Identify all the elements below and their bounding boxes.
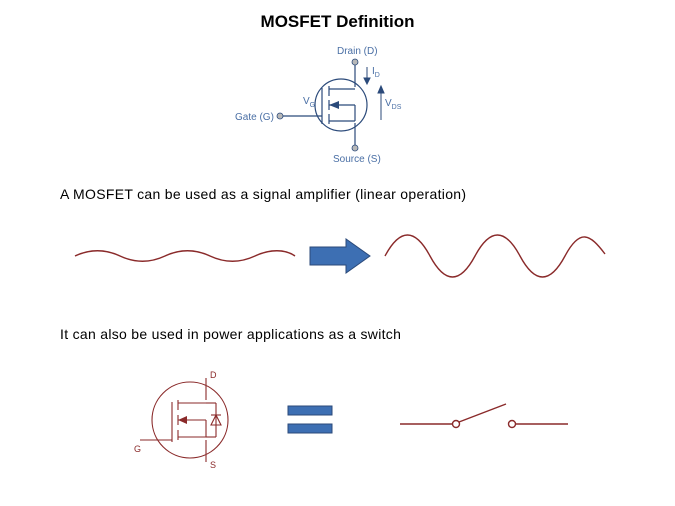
equals-icon — [288, 406, 332, 433]
title-text: MOSFET Definition — [261, 12, 415, 31]
id-label: ID — [372, 66, 380, 79]
power-gate-label: G — [134, 444, 141, 454]
power-source-label: S — [210, 460, 216, 470]
switch-symbol-icon — [400, 404, 568, 428]
source-label: Source (S) — [333, 154, 381, 165]
mosfet-symbol-figure: Drain (D) Gate (G) Source (S) ID VG VDS — [225, 40, 450, 165]
page-title: MOSFET Definition — [0, 12, 675, 32]
vds-label: VDS — [385, 98, 402, 111]
power-drain-label: D — [210, 370, 217, 380]
input-wave — [75, 251, 295, 262]
vg-label: VG — [303, 96, 315, 109]
mosfet-symbol-svg: Drain (D) Gate (G) Source (S) ID VG VDS — [225, 40, 450, 165]
switch-caption: It can also be used in power application… — [60, 326, 401, 342]
gate-label: Gate (G) — [235, 112, 274, 123]
switch-figure: D S G — [120, 360, 580, 480]
amplifier-caption: A MOSFET can be used as a signal amplifi… — [60, 186, 466, 202]
drain-label: Drain (D) — [337, 46, 378, 57]
output-wave — [385, 235, 605, 277]
amplifier-svg — [70, 216, 610, 296]
amplify-arrow-icon — [310, 239, 370, 273]
switch-svg: D S G — [120, 360, 580, 480]
amplifier-figure — [70, 216, 610, 296]
power-mosfet-icon — [140, 378, 228, 462]
